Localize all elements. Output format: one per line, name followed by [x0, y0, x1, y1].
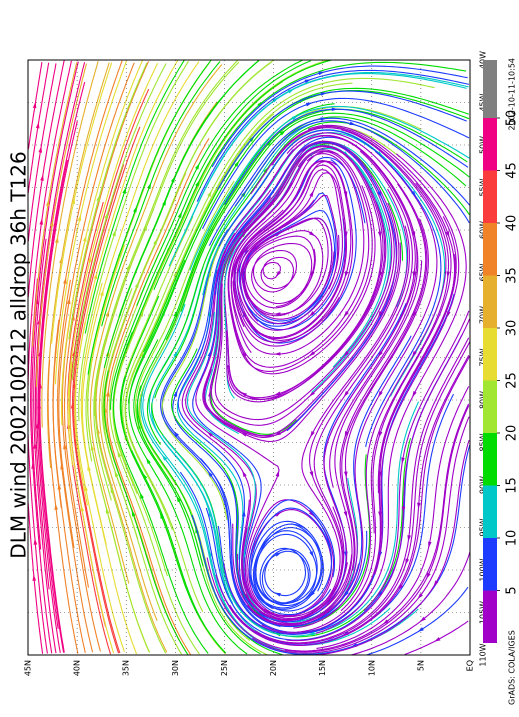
colorbar-label: 40 [505, 215, 519, 232]
colorbar-segment [483, 118, 497, 171]
colorbar-label: 25 [505, 372, 519, 389]
latitude-label: 10N [367, 660, 376, 676]
colorbar-segment [483, 486, 497, 539]
latitude-label: 15N [318, 660, 327, 676]
colorbar-segment [483, 538, 497, 591]
colorbar-segment [483, 433, 497, 486]
colorbar-segment [483, 591, 497, 644]
colorbar-label: 20 [505, 425, 519, 442]
colorbar-segment [483, 223, 497, 276]
longitude-label: 110W [479, 643, 488, 666]
colorbar-segment [483, 60, 497, 118]
colorbar-label: 35 [505, 267, 519, 284]
colorbar-segment [483, 381, 497, 434]
colorbar-label: 30 [505, 320, 519, 337]
credit: GrADS: COLA/IGES [508, 630, 517, 705]
latitude-label: 40N [73, 660, 82, 676]
colorbar-label: 15 [505, 477, 519, 494]
colorbar-label: 50 [505, 110, 519, 127]
colorbar-segment [483, 328, 497, 381]
latitude-label: 5N [416, 660, 425, 671]
latitude-label: 20N [269, 660, 278, 676]
colorbar-segment [483, 276, 497, 329]
colorbar-label: 5 [505, 586, 519, 594]
colorbar-segment [483, 171, 497, 224]
latitude-label: 25N [220, 660, 229, 676]
latitude-label: 30N [171, 660, 180, 676]
colorbar-label: 10 [505, 530, 519, 547]
latitude-label: 45N [24, 660, 33, 676]
latitude-label: EQ [466, 660, 475, 671]
title: DLM wind 2002100212 alldrop 36h T126 [7, 151, 31, 558]
latitude-label: 35N [122, 660, 131, 676]
colorbar-label: 45 [505, 162, 519, 179]
